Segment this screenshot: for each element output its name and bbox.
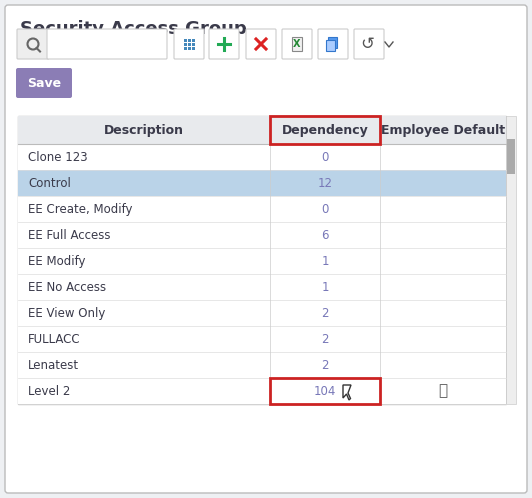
Bar xyxy=(18,300,506,326)
Bar xyxy=(270,116,380,144)
FancyBboxPatch shape xyxy=(5,5,527,493)
Bar xyxy=(18,378,506,404)
FancyBboxPatch shape xyxy=(292,37,302,51)
Bar xyxy=(18,248,506,274)
FancyBboxPatch shape xyxy=(328,37,337,48)
Bar xyxy=(18,274,506,300)
Text: Level 2: Level 2 xyxy=(28,384,70,397)
Bar xyxy=(192,42,195,45)
Bar xyxy=(192,46,195,49)
Text: EE Modify: EE Modify xyxy=(28,254,86,267)
Text: ↺: ↺ xyxy=(360,35,374,53)
Text: Lenatest: Lenatest xyxy=(28,359,79,372)
FancyBboxPatch shape xyxy=(354,29,384,59)
Bar xyxy=(18,352,506,378)
FancyBboxPatch shape xyxy=(47,29,167,59)
Bar xyxy=(184,46,187,49)
Text: 2: 2 xyxy=(321,333,329,346)
Text: Control: Control xyxy=(28,176,71,190)
Bar xyxy=(18,116,506,144)
Bar xyxy=(187,38,190,41)
Text: 12: 12 xyxy=(318,176,332,190)
Text: X: X xyxy=(293,39,301,49)
FancyBboxPatch shape xyxy=(174,29,204,59)
Text: 2: 2 xyxy=(321,306,329,320)
Text: 👥: 👥 xyxy=(438,383,447,398)
FancyBboxPatch shape xyxy=(318,29,348,59)
Bar xyxy=(184,38,187,41)
Bar xyxy=(18,144,506,170)
Bar xyxy=(18,326,506,352)
Bar xyxy=(270,378,380,404)
Bar xyxy=(18,222,506,248)
Bar xyxy=(18,170,506,196)
Bar xyxy=(184,42,187,45)
FancyBboxPatch shape xyxy=(246,29,276,59)
FancyBboxPatch shape xyxy=(326,40,335,51)
Text: 6: 6 xyxy=(321,229,329,242)
Bar xyxy=(506,116,516,404)
Text: 0: 0 xyxy=(321,203,329,216)
Bar xyxy=(192,38,195,41)
Text: Save: Save xyxy=(27,77,61,90)
Bar xyxy=(18,196,506,222)
Bar xyxy=(507,139,515,174)
Bar xyxy=(187,42,190,45)
Text: Description: Description xyxy=(104,124,184,136)
Bar xyxy=(187,46,190,49)
Text: EE Full Access: EE Full Access xyxy=(28,229,111,242)
Text: EE No Access: EE No Access xyxy=(28,280,106,293)
Text: 1: 1 xyxy=(321,280,329,293)
Text: 2: 2 xyxy=(321,359,329,372)
Text: Security Access Group: Security Access Group xyxy=(20,20,247,38)
Text: EE View Only: EE View Only xyxy=(28,306,105,320)
Text: Dependency: Dependency xyxy=(281,124,368,136)
Bar xyxy=(18,116,506,404)
Text: 0: 0 xyxy=(321,150,329,163)
Polygon shape xyxy=(343,385,351,400)
Text: 1: 1 xyxy=(321,254,329,267)
Text: Clone 123: Clone 123 xyxy=(28,150,88,163)
FancyBboxPatch shape xyxy=(16,68,72,98)
FancyBboxPatch shape xyxy=(17,29,49,59)
FancyBboxPatch shape xyxy=(209,29,239,59)
Text: EE Create, Modify: EE Create, Modify xyxy=(28,203,132,216)
FancyBboxPatch shape xyxy=(282,29,312,59)
Text: FULLACC: FULLACC xyxy=(28,333,81,346)
Text: Employee Default: Employee Default xyxy=(381,124,505,136)
Text: 104: 104 xyxy=(314,384,336,397)
